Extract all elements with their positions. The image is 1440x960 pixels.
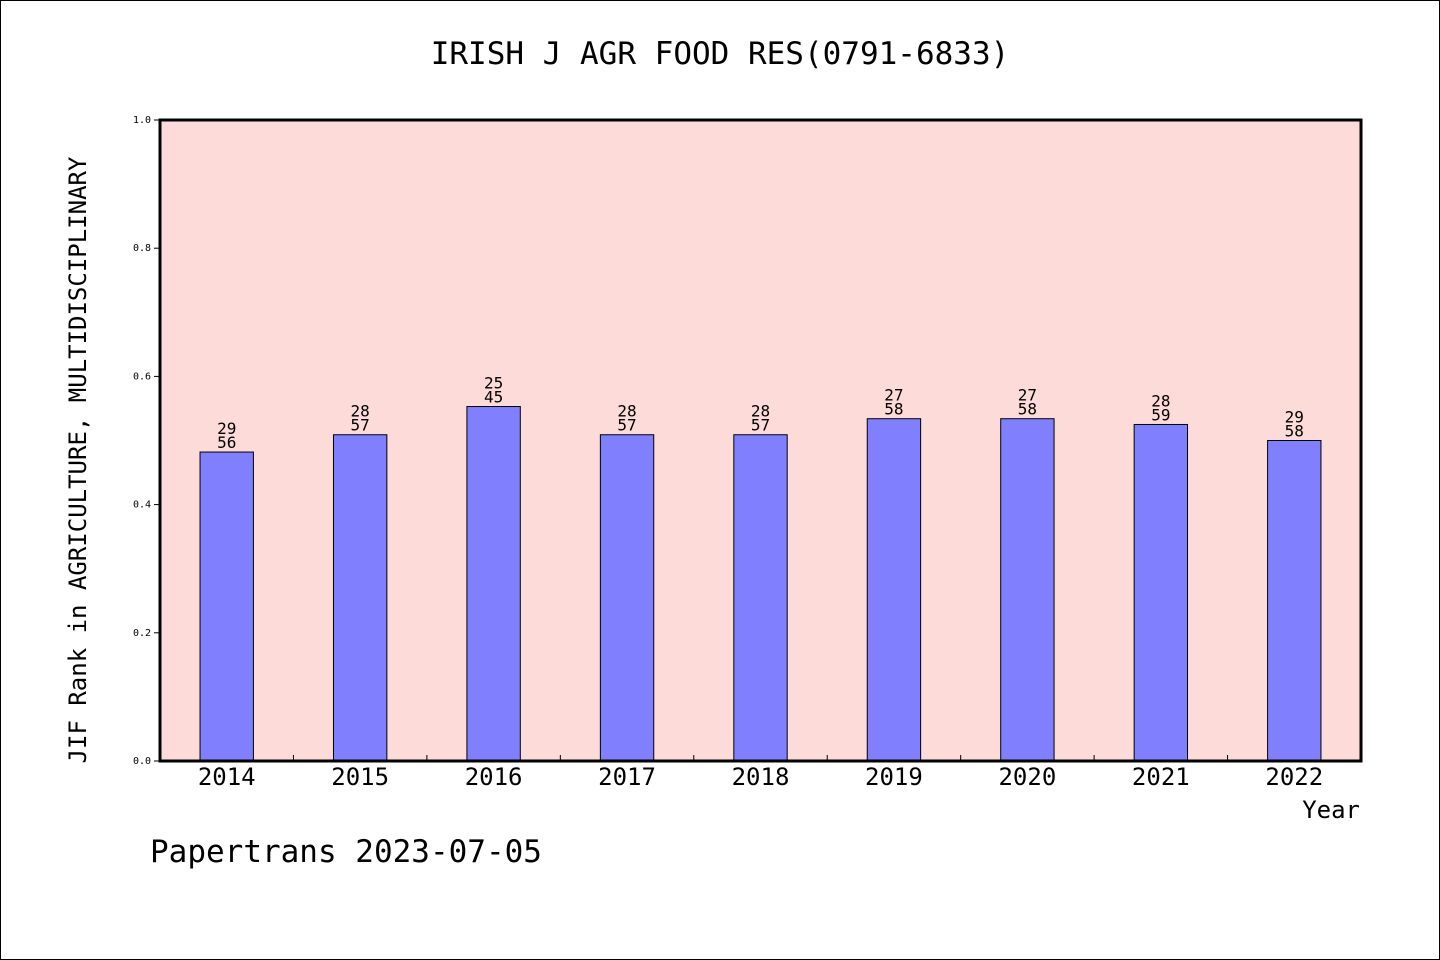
bar-rank-label: 29: [217, 419, 236, 438]
x-tick-label: 2014: [198, 763, 256, 791]
bar-2022: [1267, 440, 1322, 762]
bar-total-label: 58: [1285, 422, 1304, 441]
bar-rank-label: 28: [1151, 391, 1170, 410]
bar-2019: [866, 418, 922, 762]
bar-rank-label: 27: [884, 386, 903, 405]
y-axis: 0.0 0.2 0.4 0.6 0.8 1.0: [133, 115, 160, 767]
bar-total-label: 57: [751, 416, 770, 435]
x-tick-label: 2020: [998, 763, 1056, 791]
bars: [199, 406, 1322, 762]
x-axis-label: Year: [1302, 796, 1360, 824]
y-tick-label: 0.0: [133, 756, 151, 767]
y-tick-label: 0.4: [133, 500, 151, 511]
bar-total-label: 59: [1151, 405, 1170, 424]
bar-total-label: 57: [351, 416, 370, 435]
bar-total-label: 58: [1018, 400, 1037, 419]
bar-2016: [466, 406, 521, 762]
footer-credit: Papertrans 2023-07-05: [150, 834, 542, 870]
bar-rank-label: 27: [1018, 386, 1037, 405]
bar-rank-label: 25: [484, 374, 503, 393]
x-tick-label: 2015: [331, 763, 389, 791]
x-tick-label: 2019: [865, 763, 923, 791]
bar-rank-label: 28: [617, 402, 636, 421]
bar-2021: [1133, 423, 1189, 762]
bar-total-label: 45: [484, 388, 503, 407]
bar-2018: [733, 434, 788, 762]
x-tick-label: 2021: [1132, 763, 1190, 791]
bar-total-label: 58: [884, 400, 903, 419]
y-tick-label: 0.2: [133, 628, 151, 639]
bar-total-label: 56: [217, 433, 236, 452]
x-tick-label: 2016: [465, 763, 523, 791]
x-axis: 2014 2015 2016 2017 2018 2019 2020 2021 2022: [198, 755, 1323, 791]
x-tick-label: 2022: [1265, 763, 1323, 791]
bar-rank-label: 28: [351, 402, 370, 421]
bar-2015: [332, 434, 388, 762]
x-tick-label: 2017: [598, 763, 656, 791]
bar-rank-label: 28: [751, 402, 770, 421]
y-tick-label: 0.6: [133, 371, 151, 382]
bar-2014: [199, 451, 254, 762]
plot-border: [158, 118, 1363, 763]
bar-total-label: 57: [617, 416, 636, 435]
x-tick-label: 2018: [732, 763, 790, 791]
y-tick-label: 1.0: [133, 115, 151, 126]
bar-2017: [599, 434, 655, 762]
bar-2020: [1000, 418, 1055, 762]
chart-title: IRISH J AGR FOOD RES(0791-6833): [430, 36, 1010, 72]
y-tick-label: 0.8: [133, 243, 151, 254]
bar-rank-label: 29: [1285, 408, 1304, 427]
